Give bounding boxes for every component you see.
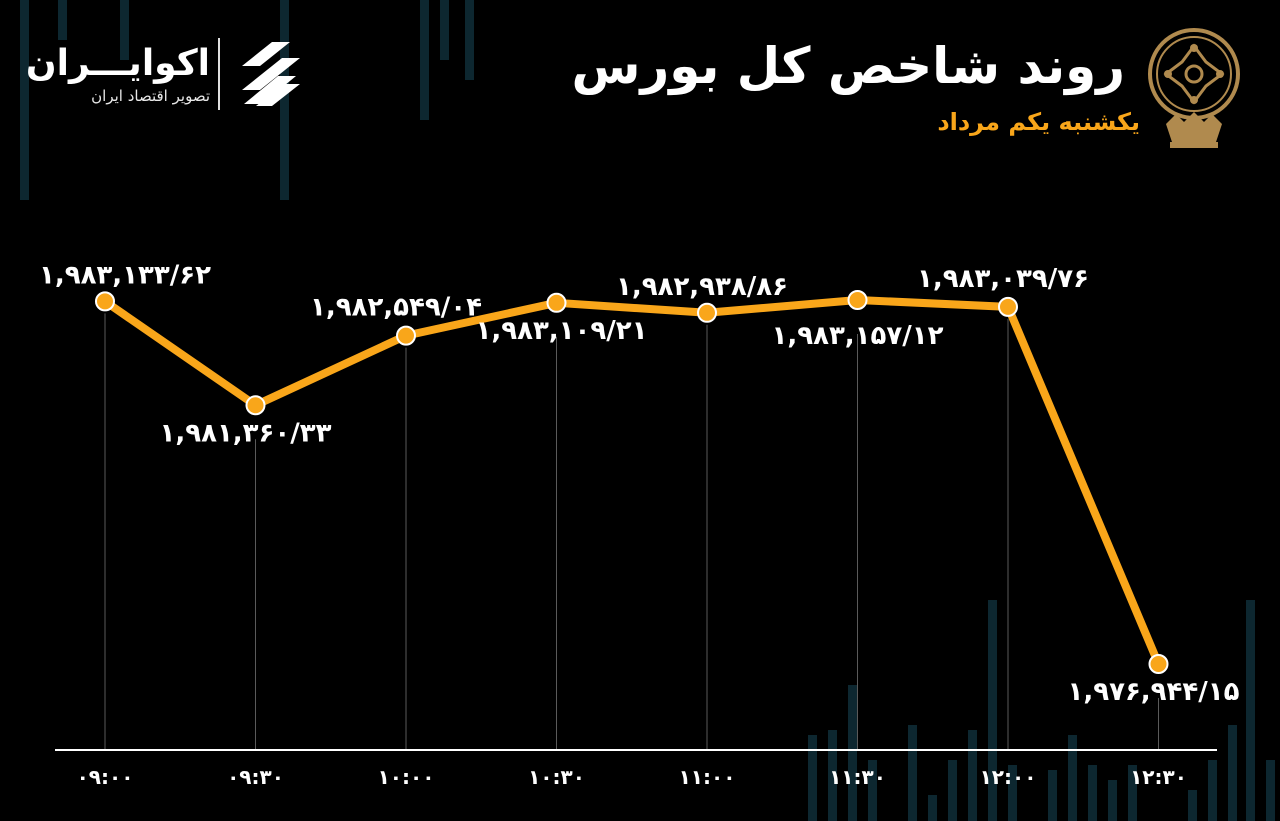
background-bar	[908, 725, 917, 821]
data-label: ۱,۹۸۳,۱۵۷/۱۲	[771, 321, 943, 351]
x-tick-labels: ۰۹:۰۰ ۰۹:۳۰ ۱۰:۰۰ ۱۰:۳۰ ۱۱:۰۰ ۱۱:۳۰ ۱۲:۰۰ ۱۲:۳۰	[77, 765, 1187, 789]
background-bar	[465, 0, 474, 80]
background-bar	[1228, 725, 1237, 821]
background-bar	[1266, 760, 1275, 821]
data-label: ۱,۹۸۲,۹۳۸/۸۶	[616, 272, 788, 302]
x-tick-label: ۰۹:۳۰	[227, 765, 284, 789]
background-bar	[1246, 600, 1255, 821]
data-label: ۱,۹۷۶,۹۴۴/۱۵	[1067, 677, 1239, 707]
background-bar	[420, 0, 429, 120]
background-bar	[988, 600, 997, 821]
background-bar	[828, 730, 837, 821]
x-tick-label: ۱۰:۳۰	[528, 765, 585, 789]
background-bar	[968, 730, 977, 821]
data-labels: ۱,۹۸۳,۱۳۳/۶۲۱,۹۸۱,۳۶۰/۳۳۱,۹۸۲,۵۴۹/۰۴۱,۹۸…	[39, 260, 1240, 707]
stock-exchange-emblem-icon	[1148, 28, 1240, 148]
series-line	[101, 296, 1163, 668]
data-point	[95, 291, 115, 312]
data-label: ۱,۹۸۳,۱۰۹/۲۱	[475, 316, 647, 346]
brand-logo-icon	[242, 42, 300, 106]
data-point	[396, 325, 416, 346]
brand-tagline: تصویر اقتصاد ایران	[91, 87, 210, 105]
x-tick-label: ۱۲:۳۰	[1130, 765, 1187, 789]
background-bar	[440, 0, 449, 60]
background-bar	[1208, 760, 1217, 821]
background-bar	[1088, 765, 1097, 821]
data-point	[245, 395, 266, 416]
data-label: ۱,۹۸۳,۰۳۹/۷۶	[917, 264, 1089, 294]
background-bars-decoration	[20, 0, 1275, 821]
chart-title: روند شاخص کل بورس	[571, 37, 1125, 95]
data-point	[697, 302, 717, 323]
data-point	[847, 290, 868, 310]
background-bar	[1048, 770, 1057, 821]
background-bar	[1128, 765, 1137, 821]
chart-subtitle: یکشنبه یکم مرداد	[937, 108, 1140, 136]
data-label: ۱,۹۸۳,۱۳۳/۶۲	[39, 260, 211, 290]
background-bar	[808, 735, 817, 821]
data-point	[998, 296, 1018, 317]
data-label: ۱,۹۸۲,۵۴۹/۰۴	[310, 293, 482, 323]
background-bar	[120, 0, 129, 60]
brand-name: اکوایـــران	[25, 43, 210, 84]
background-bar	[58, 0, 67, 40]
background-bar	[928, 795, 937, 821]
data-point	[1148, 654, 1169, 674]
x-tick-label: ۱۱:۰۰	[679, 765, 736, 789]
x-tick-label: ۱۲:۰۰	[980, 765, 1037, 789]
background-bar	[948, 760, 957, 821]
background-bar	[1068, 735, 1077, 821]
vertical-guide-lines	[104, 313, 1159, 750]
background-bar	[280, 0, 289, 200]
x-tick-label: ۰۹:۰۰	[77, 765, 134, 789]
background-bar	[848, 685, 857, 821]
background-bar	[868, 760, 877, 821]
x-tick-label: ۱۱:۳۰	[829, 765, 886, 789]
background-bar	[1108, 780, 1117, 821]
data-point	[546, 292, 567, 313]
data-label: ۱,۹۸۱,۳۶۰/۳۳	[159, 418, 331, 448]
background-bar	[1008, 765, 1017, 821]
background-bar	[1188, 790, 1197, 821]
background-bar	[20, 0, 29, 200]
brand-divider	[218, 38, 220, 110]
data-points	[95, 290, 1169, 674]
x-tick-label: ۱۰:۰۰	[378, 765, 435, 789]
